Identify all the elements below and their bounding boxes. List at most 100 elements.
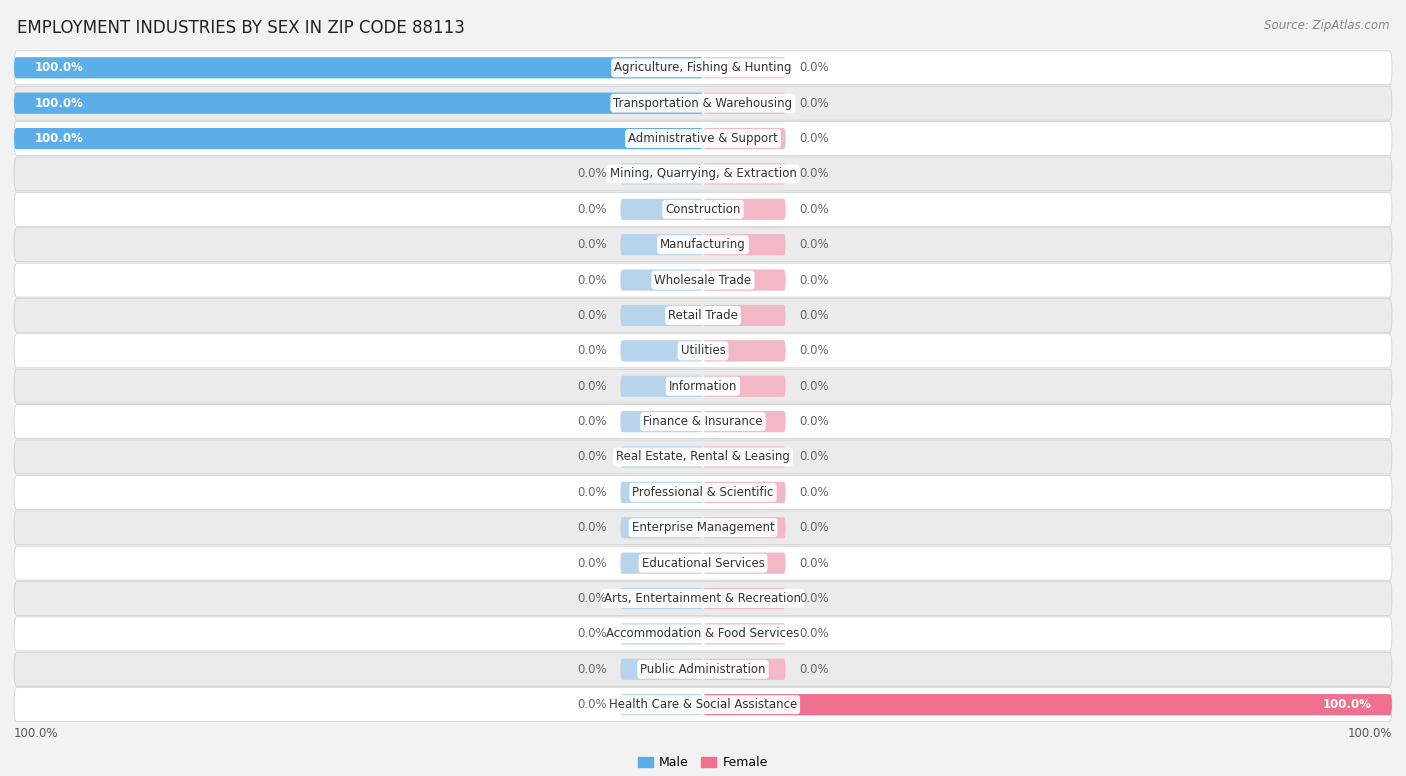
Text: 0.0%: 0.0% bbox=[576, 309, 606, 322]
Text: Arts, Entertainment & Recreation: Arts, Entertainment & Recreation bbox=[605, 592, 801, 605]
FancyBboxPatch shape bbox=[703, 446, 786, 468]
Text: 0.0%: 0.0% bbox=[800, 628, 830, 640]
FancyBboxPatch shape bbox=[14, 688, 1392, 722]
FancyBboxPatch shape bbox=[620, 623, 703, 645]
FancyBboxPatch shape bbox=[620, 659, 703, 680]
Text: 0.0%: 0.0% bbox=[800, 203, 830, 216]
Text: 0.0%: 0.0% bbox=[800, 521, 830, 534]
FancyBboxPatch shape bbox=[620, 305, 703, 326]
FancyBboxPatch shape bbox=[620, 199, 703, 220]
Text: 0.0%: 0.0% bbox=[800, 592, 830, 605]
FancyBboxPatch shape bbox=[14, 157, 1392, 191]
FancyBboxPatch shape bbox=[14, 334, 1392, 368]
Text: Mining, Quarrying, & Extraction: Mining, Quarrying, & Extraction bbox=[610, 168, 796, 181]
FancyBboxPatch shape bbox=[14, 122, 1392, 155]
FancyBboxPatch shape bbox=[14, 50, 1392, 85]
Text: 0.0%: 0.0% bbox=[576, 521, 606, 534]
Text: 0.0%: 0.0% bbox=[800, 238, 830, 251]
FancyBboxPatch shape bbox=[703, 694, 1392, 715]
FancyBboxPatch shape bbox=[703, 517, 786, 539]
FancyBboxPatch shape bbox=[620, 553, 703, 573]
Text: 100.0%: 100.0% bbox=[1323, 698, 1371, 711]
FancyBboxPatch shape bbox=[14, 227, 1392, 262]
FancyBboxPatch shape bbox=[14, 263, 1392, 297]
Text: 100.0%: 100.0% bbox=[35, 61, 83, 74]
Text: Enterprise Management: Enterprise Management bbox=[631, 521, 775, 534]
FancyBboxPatch shape bbox=[14, 57, 703, 78]
FancyBboxPatch shape bbox=[620, 482, 703, 503]
Text: 0.0%: 0.0% bbox=[576, 379, 606, 393]
Text: 0.0%: 0.0% bbox=[800, 663, 830, 676]
Text: 0.0%: 0.0% bbox=[800, 451, 830, 463]
FancyBboxPatch shape bbox=[703, 163, 786, 185]
FancyBboxPatch shape bbox=[703, 92, 786, 114]
Text: Educational Services: Educational Services bbox=[641, 556, 765, 570]
FancyBboxPatch shape bbox=[14, 369, 1392, 404]
FancyBboxPatch shape bbox=[14, 581, 1392, 615]
Text: 0.0%: 0.0% bbox=[800, 61, 830, 74]
FancyBboxPatch shape bbox=[620, 694, 703, 715]
Text: 100.0%: 100.0% bbox=[35, 97, 83, 109]
FancyBboxPatch shape bbox=[703, 411, 786, 432]
Text: 0.0%: 0.0% bbox=[576, 415, 606, 428]
Text: Agriculture, Fishing & Hunting: Agriculture, Fishing & Hunting bbox=[614, 61, 792, 74]
FancyBboxPatch shape bbox=[703, 269, 786, 291]
Text: 0.0%: 0.0% bbox=[800, 97, 830, 109]
FancyBboxPatch shape bbox=[14, 92, 703, 114]
Text: Source: ZipAtlas.com: Source: ZipAtlas.com bbox=[1264, 19, 1389, 33]
FancyBboxPatch shape bbox=[14, 476, 1392, 509]
Text: Manufacturing: Manufacturing bbox=[661, 238, 745, 251]
Text: 0.0%: 0.0% bbox=[576, 238, 606, 251]
Text: 0.0%: 0.0% bbox=[800, 132, 830, 145]
Text: 0.0%: 0.0% bbox=[800, 415, 830, 428]
FancyBboxPatch shape bbox=[703, 623, 786, 645]
FancyBboxPatch shape bbox=[620, 446, 703, 468]
Text: Public Administration: Public Administration bbox=[640, 663, 766, 676]
FancyBboxPatch shape bbox=[14, 192, 1392, 227]
FancyBboxPatch shape bbox=[14, 653, 1392, 686]
Text: 0.0%: 0.0% bbox=[576, 486, 606, 499]
FancyBboxPatch shape bbox=[620, 517, 703, 539]
Text: 0.0%: 0.0% bbox=[576, 168, 606, 181]
Text: Utilities: Utilities bbox=[681, 345, 725, 358]
Text: Construction: Construction bbox=[665, 203, 741, 216]
FancyBboxPatch shape bbox=[620, 588, 703, 609]
Text: Retail Trade: Retail Trade bbox=[668, 309, 738, 322]
FancyBboxPatch shape bbox=[703, 305, 786, 326]
Text: 0.0%: 0.0% bbox=[576, 628, 606, 640]
FancyBboxPatch shape bbox=[14, 511, 1392, 545]
FancyBboxPatch shape bbox=[620, 376, 703, 397]
FancyBboxPatch shape bbox=[620, 411, 703, 432]
Text: Professional & Scientific: Professional & Scientific bbox=[633, 486, 773, 499]
Text: Finance & Insurance: Finance & Insurance bbox=[644, 415, 762, 428]
Text: 0.0%: 0.0% bbox=[576, 203, 606, 216]
FancyBboxPatch shape bbox=[703, 553, 786, 573]
FancyBboxPatch shape bbox=[703, 376, 786, 397]
Text: 0.0%: 0.0% bbox=[576, 345, 606, 358]
Text: 0.0%: 0.0% bbox=[800, 486, 830, 499]
FancyBboxPatch shape bbox=[14, 86, 1392, 120]
Text: 100.0%: 100.0% bbox=[14, 726, 59, 740]
FancyBboxPatch shape bbox=[14, 440, 1392, 474]
Text: 0.0%: 0.0% bbox=[800, 379, 830, 393]
Text: EMPLOYMENT INDUSTRIES BY SEX IN ZIP CODE 88113: EMPLOYMENT INDUSTRIES BY SEX IN ZIP CODE… bbox=[17, 19, 465, 37]
FancyBboxPatch shape bbox=[620, 340, 703, 362]
Text: Wholesale Trade: Wholesale Trade bbox=[654, 274, 752, 286]
FancyBboxPatch shape bbox=[14, 546, 1392, 580]
Text: 0.0%: 0.0% bbox=[800, 309, 830, 322]
FancyBboxPatch shape bbox=[703, 588, 786, 609]
FancyBboxPatch shape bbox=[620, 234, 703, 255]
Text: 0.0%: 0.0% bbox=[576, 698, 606, 711]
Text: 0.0%: 0.0% bbox=[576, 592, 606, 605]
FancyBboxPatch shape bbox=[703, 234, 786, 255]
Text: Real Estate, Rental & Leasing: Real Estate, Rental & Leasing bbox=[616, 451, 790, 463]
Text: 0.0%: 0.0% bbox=[576, 274, 606, 286]
Text: 0.0%: 0.0% bbox=[800, 274, 830, 286]
FancyBboxPatch shape bbox=[620, 269, 703, 291]
FancyBboxPatch shape bbox=[703, 340, 786, 362]
Text: Information: Information bbox=[669, 379, 737, 393]
Text: Administrative & Support: Administrative & Support bbox=[628, 132, 778, 145]
FancyBboxPatch shape bbox=[620, 163, 703, 185]
Text: 0.0%: 0.0% bbox=[576, 556, 606, 570]
FancyBboxPatch shape bbox=[703, 57, 786, 78]
